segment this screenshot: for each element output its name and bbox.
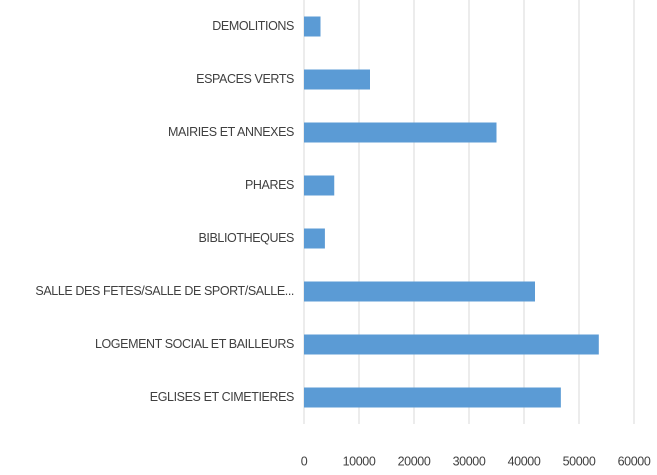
x-tick-label: 50000 [563,454,596,468]
y-tick-label: ESPACES VERTS [196,72,294,86]
x-tick-label: 60000 [618,454,651,468]
y-tick-label: SALLE DES FETES/SALLE DE SPORT/SALLE... [35,284,294,298]
bar [304,228,325,249]
x-tick-label: 20000 [398,454,431,468]
y-tick-label: MAIRIES ET ANNEXES [168,125,294,139]
bar [304,334,599,355]
x-tick-label: 30000 [453,454,486,468]
x-tick-label: 0 [301,454,308,468]
x-tick-label: 40000 [508,454,541,468]
y-tick-label: EGLISES ET CIMETIERES [150,390,294,404]
bar [304,122,497,143]
bar [304,69,370,90]
y-tick-label: DEMOLITIONS [212,19,294,33]
x-tick-label: 10000 [343,454,376,468]
bar [304,175,335,196]
y-tick-label: PHARES [245,178,294,192]
y-tick-label: LOGEMENT SOCIAL ET BAILLEURS [95,337,294,351]
y-tick-label: BIBLIOTHEQUES [198,231,294,245]
bar [304,387,561,408]
bar [304,16,321,37]
bar [304,281,535,302]
